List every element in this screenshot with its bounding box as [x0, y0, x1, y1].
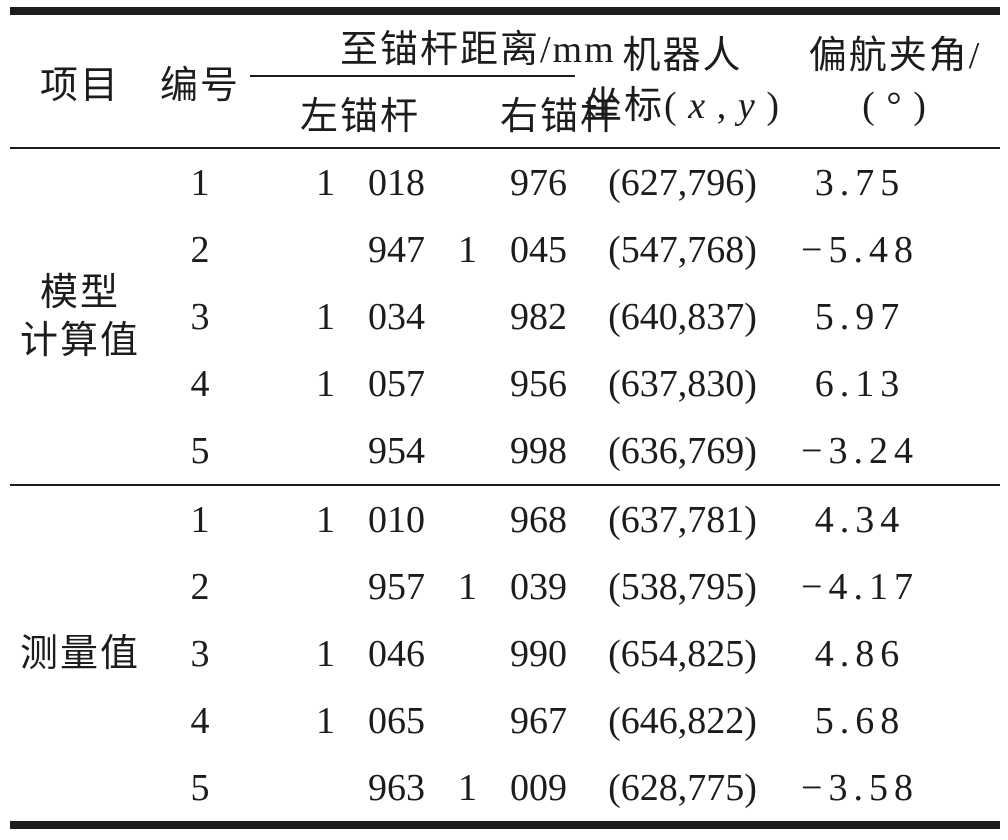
cell-number: 4	[190, 362, 210, 405]
cell-robot-coordinates: (628,775)	[608, 766, 757, 809]
section-label-line2: 计算值	[19, 319, 140, 362]
coord-suffix: )	[756, 85, 781, 127]
cell-right-anchor-distance: 1 009	[457, 766, 567, 809]
cell-left-anchor-distance: 963	[368, 766, 425, 809]
cell-yaw-angle: −3.24	[801, 429, 919, 472]
cell-left-anchor-distance: 1 034	[315, 295, 425, 338]
section-measured: 测量值 1 1 010 968 (637,781) 4.34 2 957 1 0…	[10, 485, 1000, 825]
table-row: 测量值 1 1 010 968 (637,781) 4.34	[10, 485, 1000, 675]
cell-number: 2	[190, 228, 210, 271]
section-label-measured: 测量值	[10, 485, 150, 825]
cell-number: 1	[190, 161, 210, 204]
cell-left-anchor-distance: 1 010	[315, 498, 425, 541]
cell-yaw-angle: 3.75	[814, 161, 906, 204]
col-header-robot-coordinates: 机器人 坐标( x , y )	[575, 11, 790, 148]
cell-number: 3	[190, 295, 210, 338]
coord-y-variable: y	[737, 85, 757, 127]
robot-coord-line1: 机器人	[622, 35, 743, 77]
cell-right-anchor-distance: 990	[510, 632, 567, 675]
table-row: 模型 计算值 1 1 018 976 (627,796) 3.75	[10, 148, 1000, 362]
cell-number: 5	[190, 429, 210, 472]
cell-yaw-angle: 6.13	[814, 362, 906, 405]
robot-coord-line2: 坐标( x , y )	[575, 81, 790, 131]
col-header-item: 项目	[39, 64, 120, 107]
cell-left-anchor-distance: 1 057	[315, 362, 425, 405]
cell-number: 5	[190, 766, 210, 809]
document-page: 项目 编号 至锚杆距离/mm 机器人 坐标( x , y ) 偏航夹角/ ( °…	[0, 7, 1008, 840]
cell-left-anchor-distance: 954	[368, 429, 425, 472]
cell-number: 2	[190, 565, 210, 608]
cell-number: 3	[190, 632, 210, 675]
cell-right-anchor-distance: 1 045	[457, 228, 567, 271]
table-row: 4 1 065 967 (646,822) 5.68	[10, 687, 1000, 754]
coord-x-variable: x	[688, 85, 708, 127]
cell-left-anchor-distance: 1 018	[315, 161, 425, 204]
section-label-line1: 测量值	[19, 632, 140, 675]
cell-yaw-angle: −5.48	[801, 228, 919, 271]
section-label-model: 模型 计算值	[10, 148, 150, 485]
cell-yaw-angle: 5.68	[814, 699, 906, 742]
cell-number: 4	[190, 699, 210, 742]
col-header-yaw-angle: 偏航夹角/ ( ° )	[790, 11, 1000, 148]
cell-left-anchor-distance: 1 046	[315, 632, 425, 675]
table-row: 3 1 046 990 (654,825) 4.86	[10, 620, 1000, 687]
cell-yaw-angle: 4.34	[814, 498, 906, 541]
cell-robot-coordinates: (637,781)	[608, 498, 757, 541]
cell-yaw-angle: −4.17	[801, 565, 919, 608]
cell-robot-coordinates: (646,822)	[608, 699, 757, 742]
cell-yaw-angle: 5.97	[814, 295, 906, 338]
cell-right-anchor-distance: 1 039	[457, 565, 567, 608]
cell-yaw-angle: 4.86	[814, 632, 906, 675]
cell-right-anchor-distance: 967	[510, 699, 567, 742]
cell-robot-coordinates: (538,795)	[608, 565, 757, 608]
header-row-sub: 左锚杆 右锚杆	[10, 76, 1000, 148]
cell-robot-coordinates: (654,825)	[608, 632, 757, 675]
cell-right-anchor-distance: 976	[510, 161, 567, 204]
cell-robot-coordinates: (547,768)	[608, 228, 757, 271]
section-label-line1: 模型	[39, 271, 120, 314]
col-header-anchor-distance-group: 至锚杆距离/mm	[250, 11, 614, 77]
table-header: 项目 编号 至锚杆距离/mm 机器人 坐标( x , y ) 偏航夹角/ ( °…	[10, 11, 1000, 148]
coord-comma: ,	[707, 85, 738, 127]
yaw-header-line2: ( ° )	[862, 85, 928, 127]
results-table: 项目 编号 至锚杆距离/mm 机器人 坐标( x , y ) 偏航夹角/ ( °…	[10, 7, 1000, 829]
cell-right-anchor-distance: 982	[510, 295, 567, 338]
table-row: 2 957 1 039 (538,795) −4.17	[10, 553, 1000, 620]
section-model-calculated: 模型 计算值 1 1 018 976 (627,796) 3.75 2 947 …	[10, 148, 1000, 485]
col-header-left-anchor: 左锚杆	[299, 95, 420, 138]
col-header-number: 编号	[159, 64, 240, 107]
yaw-header-line1: 偏航夹角/	[808, 35, 982, 77]
cell-yaw-angle: −3.58	[801, 766, 919, 809]
cell-robot-coordinates: (636,769)	[608, 429, 757, 472]
cell-right-anchor-distance: 956	[510, 362, 567, 405]
cell-robot-coordinates: (640,837)	[608, 295, 757, 338]
table-row: 2 947 1 045 (547,768) −5.48	[10, 216, 1000, 283]
table-row: 5 963 1 009 (628,775) −3.58	[10, 754, 1000, 825]
cell-robot-coordinates: (637,830)	[608, 362, 757, 405]
cell-left-anchor-distance: 1 065	[315, 699, 425, 742]
cell-right-anchor-distance: 998	[510, 429, 567, 472]
table-row: 5 954 998 (636,769) −3.24	[10, 417, 1000, 485]
cell-left-anchor-distance: 957	[368, 565, 425, 608]
cell-left-anchor-distance: 947	[368, 228, 425, 271]
cell-right-anchor-distance: 968	[510, 498, 567, 541]
header-row-top: 项目 编号 至锚杆距离/mm 机器人 坐标( x , y ) 偏航夹角/ ( °…	[10, 11, 1000, 127]
coord-prefix: 坐标(	[584, 85, 689, 127]
col-header-right-anchor: 右锚杆	[500, 95, 621, 138]
cell-number: 1	[190, 498, 210, 541]
table-row: 3 1 034 982 (640,837) 5.97	[10, 283, 1000, 350]
cell-robot-coordinates: (627,796)	[608, 161, 757, 204]
table-row: 4 1 057 956 (637,830) 6.13	[10, 350, 1000, 417]
